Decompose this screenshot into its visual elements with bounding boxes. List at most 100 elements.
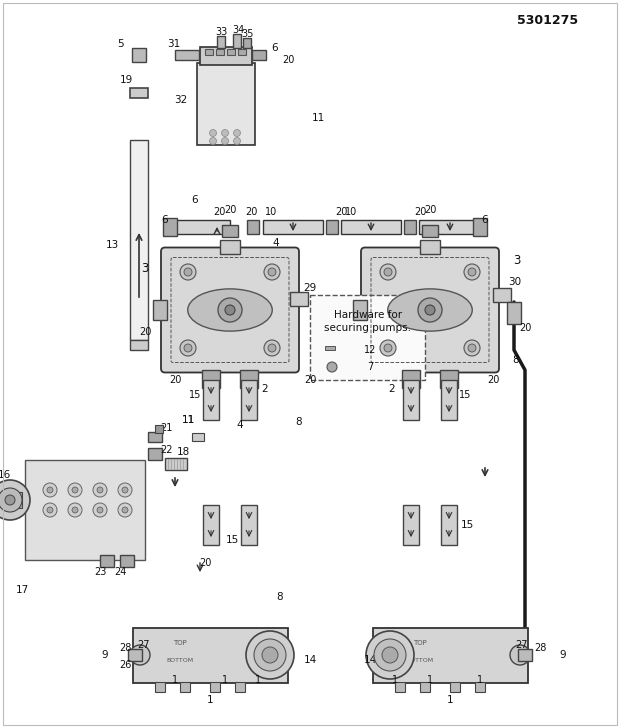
Text: 20: 20	[199, 558, 211, 568]
Bar	[192, 433, 204, 441]
Text: 10: 10	[265, 207, 277, 217]
Text: 21: 21	[160, 423, 172, 433]
Circle shape	[0, 488, 22, 512]
Bar	[14, 492, 22, 508]
FancyBboxPatch shape	[361, 248, 499, 373]
Bar	[200, 47, 252, 65]
Circle shape	[254, 639, 286, 671]
Bar	[227, 49, 235, 55]
Text: 33: 33	[215, 27, 227, 37]
Bar	[252, 50, 266, 60]
Circle shape	[72, 487, 78, 493]
Bar	[441, 380, 457, 420]
Bar	[153, 300, 167, 320]
Circle shape	[93, 483, 107, 497]
Bar	[420, 682, 430, 692]
Text: 14: 14	[303, 655, 317, 665]
Bar	[420, 240, 440, 254]
Bar	[403, 505, 419, 545]
Circle shape	[264, 340, 280, 356]
Text: TOP: TOP	[173, 640, 187, 646]
Circle shape	[43, 483, 57, 497]
Circle shape	[425, 305, 435, 315]
Circle shape	[210, 138, 216, 144]
Circle shape	[122, 487, 128, 493]
Circle shape	[72, 507, 78, 513]
Bar	[132, 48, 146, 62]
Circle shape	[510, 645, 530, 665]
Bar	[325, 346, 335, 350]
Circle shape	[180, 264, 196, 280]
Bar	[518, 649, 532, 661]
Text: 20: 20	[169, 375, 181, 385]
Text: 1: 1	[392, 675, 398, 685]
Text: BOTTOM: BOTTOM	[166, 657, 193, 662]
Text: 11: 11	[311, 113, 325, 123]
Text: 32: 32	[174, 95, 188, 105]
Text: 1: 1	[255, 675, 261, 685]
Circle shape	[268, 344, 276, 352]
Text: 10: 10	[345, 207, 357, 217]
Text: 20: 20	[519, 323, 531, 333]
Bar	[163, 218, 177, 236]
Circle shape	[464, 340, 480, 356]
Bar	[130, 140, 148, 340]
Text: 20: 20	[213, 207, 225, 217]
Circle shape	[118, 503, 132, 517]
Bar	[210, 682, 220, 692]
Bar	[243, 38, 251, 48]
Text: 29: 29	[303, 283, 317, 293]
Circle shape	[97, 507, 103, 513]
Text: 2: 2	[389, 384, 396, 394]
Bar	[222, 225, 238, 237]
Bar	[404, 220, 416, 234]
Bar	[493, 288, 511, 302]
Bar	[233, 34, 241, 48]
Bar	[326, 220, 338, 234]
Circle shape	[327, 362, 337, 372]
Circle shape	[218, 298, 242, 322]
Bar	[240, 370, 258, 388]
Text: 20: 20	[487, 375, 499, 385]
Circle shape	[5, 495, 15, 505]
Text: 16: 16	[0, 470, 11, 480]
Circle shape	[384, 344, 392, 352]
Bar	[507, 302, 521, 324]
Text: 11: 11	[182, 415, 195, 425]
Bar	[155, 682, 165, 692]
Bar	[175, 50, 199, 60]
Text: 20: 20	[139, 327, 151, 337]
Circle shape	[380, 264, 396, 280]
Text: 1: 1	[172, 675, 178, 685]
Text: 1: 1	[206, 695, 213, 705]
Bar	[120, 555, 134, 567]
Bar	[353, 300, 367, 320]
Bar	[180, 682, 190, 692]
Circle shape	[268, 268, 276, 276]
Circle shape	[180, 340, 196, 356]
Text: 5: 5	[117, 39, 123, 49]
Circle shape	[246, 631, 294, 679]
Circle shape	[130, 645, 150, 665]
Text: 15: 15	[189, 390, 201, 400]
Text: 6: 6	[162, 215, 168, 225]
Text: 13: 13	[105, 240, 118, 250]
Circle shape	[97, 487, 103, 493]
Bar	[473, 218, 487, 236]
Text: 9: 9	[560, 650, 566, 660]
Bar	[217, 36, 225, 48]
Bar	[202, 370, 220, 388]
Bar	[220, 240, 240, 254]
Circle shape	[93, 503, 107, 517]
Bar	[175, 220, 230, 234]
Text: 17: 17	[16, 585, 29, 595]
Circle shape	[43, 503, 57, 517]
Bar	[238, 49, 246, 55]
Circle shape	[418, 298, 442, 322]
Bar	[216, 49, 224, 55]
Text: 1: 1	[427, 675, 433, 685]
Circle shape	[221, 130, 229, 136]
Text: 3: 3	[141, 261, 149, 274]
Text: 20: 20	[224, 205, 236, 215]
Text: 28: 28	[119, 643, 131, 653]
